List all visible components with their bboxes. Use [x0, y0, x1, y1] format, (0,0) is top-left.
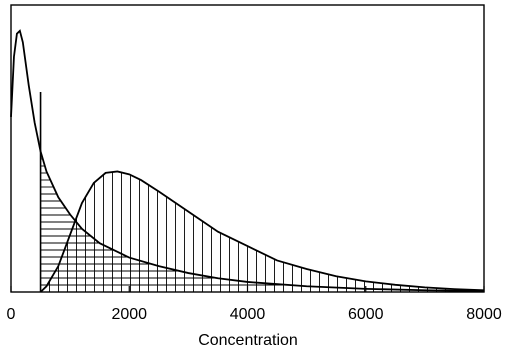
x-tick-label: 2000 [111, 306, 147, 323]
hatch-layer [40, 158, 483, 292]
series-1-curve [10, 29, 485, 293]
curve-layer [10, 29, 485, 293]
series-2-curve [39, 170, 485, 293]
x-tick-label: 4000 [230, 306, 266, 323]
x-axis-title: Concentration [198, 332, 298, 349]
x-axis: 0 2000 4000 6000 8000 [7, 286, 502, 323]
x-tick-label: 6000 [348, 306, 384, 323]
x-tick-label: 0 [7, 306, 16, 323]
x-tick-label: 8000 [466, 306, 502, 323]
